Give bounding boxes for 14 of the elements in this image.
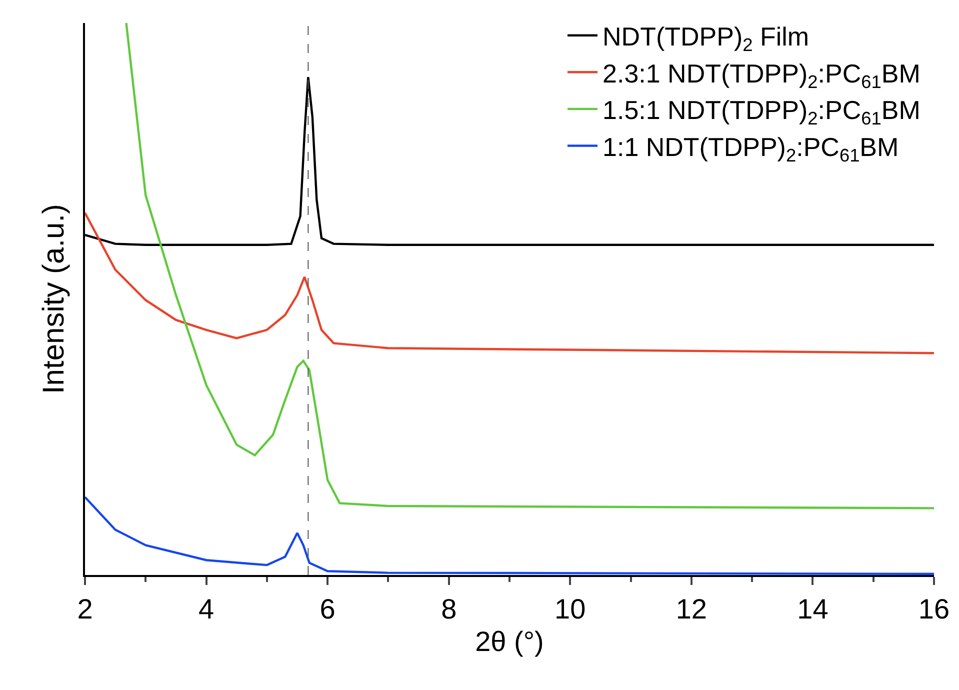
y-axis-title: Intensity (a.u.) — [38, 204, 70, 394]
x-tick-label: 12 — [676, 594, 708, 625]
x-tick-label: 4 — [198, 594, 214, 625]
legend-label: 1:1 NDT(TDPP)$_{2}$:PC$_{61}$BM — [602, 132, 899, 166]
x-tick-label: 6 — [320, 594, 336, 625]
legend-label: 2.3:1 NDT(TDPP)$_{2}$:PC$_{61}$BM — [602, 58, 920, 92]
legend-label: 1.5:1 NDT(TDPP)$_{2}$:PC$_{61}$BM — [602, 95, 920, 129]
legend-label: NDT(TDPP)$_{2}$ Film — [602, 22, 810, 55]
x-tick-label: 14 — [797, 594, 828, 625]
x-tick-label: 8 — [441, 594, 457, 625]
x-tick-label: 2 — [77, 594, 93, 625]
x-tick-label: 16 — [918, 594, 950, 625]
x-tick-label: 10 — [554, 594, 586, 625]
x-axis-title: 2θ (°) — [475, 626, 544, 658]
